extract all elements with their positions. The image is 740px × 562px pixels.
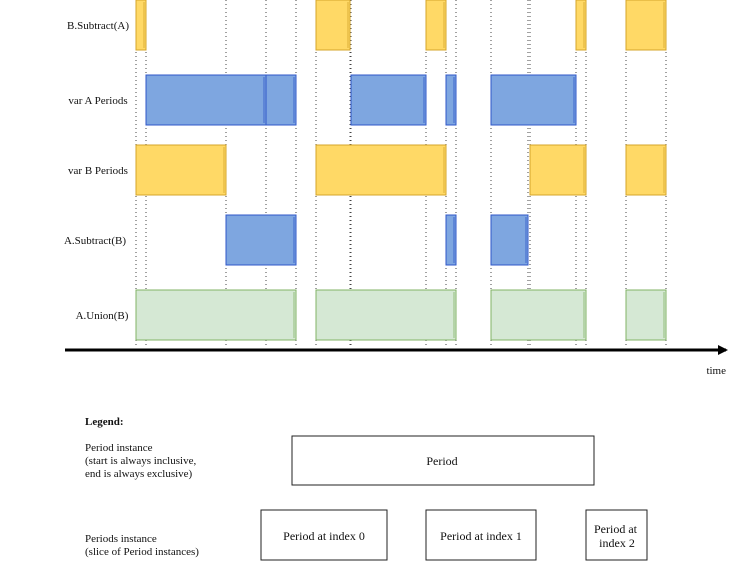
period-bar bbox=[625, 289, 667, 341]
periods-legend-box-2-label: Period at index 2 bbox=[594, 522, 640, 550]
period-bar bbox=[135, 144, 227, 196]
period-bar bbox=[315, 144, 447, 196]
period-legend-box-label: Period bbox=[426, 454, 457, 468]
legend: Legend: Period instance (start is always… bbox=[85, 416, 648, 561]
periods-legend-box-1-label: Period at index 1 bbox=[440, 529, 522, 543]
periods-legend-box-1 bbox=[425, 509, 537, 561]
period-bar bbox=[529, 144, 587, 196]
row-0: B.Subtract(A) bbox=[67, 0, 667, 51]
row-label: var B Periods bbox=[68, 165, 128, 177]
row-2: var B Periods bbox=[68, 144, 667, 196]
period-bar bbox=[225, 214, 297, 266]
period-bar bbox=[350, 74, 427, 126]
row-label: var A Periods bbox=[68, 95, 127, 107]
row-1: var A Periods bbox=[68, 74, 577, 126]
periods-desc-line-1: Periods instance bbox=[85, 533, 157, 545]
period-bar bbox=[490, 289, 587, 341]
period-bar bbox=[445, 214, 457, 266]
periods-legend-box-2 bbox=[585, 509, 648, 561]
row-label: A.Union(B) bbox=[76, 310, 129, 322]
periods-legend-box-2-label-line-1: Period at bbox=[594, 522, 638, 536]
row-4: A.Union(B) bbox=[76, 289, 667, 341]
period-bar bbox=[135, 0, 147, 51]
period-desc-line-3: end is always exclusive) bbox=[85, 468, 193, 480]
period-desc-line-1: Period instance bbox=[85, 442, 153, 454]
row-3: A.Subtract(B) bbox=[64, 214, 529, 266]
period-bar bbox=[490, 74, 577, 126]
row-label: B.Subtract(A) bbox=[67, 20, 129, 32]
period-legend-box bbox=[291, 435, 595, 486]
period-bar bbox=[445, 74, 457, 126]
row-label: A.Subtract(B) bbox=[64, 235, 126, 247]
periods-legend-box-0-label: Period at index 0 bbox=[283, 529, 365, 543]
period-bar bbox=[625, 144, 667, 196]
period-bar bbox=[425, 0, 447, 51]
period-bar bbox=[315, 289, 457, 341]
period-bar bbox=[145, 74, 267, 126]
periods-desc-line-2: (slice of Period instances) bbox=[85, 546, 199, 558]
period-bar bbox=[135, 289, 297, 341]
period-bar bbox=[575, 0, 587, 51]
period-rows: B.Subtract(A) var A Periods var B Periods A… bbox=[64, 0, 667, 341]
time-axis-label: time bbox=[706, 365, 726, 377]
period-bar bbox=[625, 0, 667, 51]
legend-title: Legend: bbox=[85, 416, 124, 428]
period-bar bbox=[315, 0, 351, 51]
period-bar bbox=[490, 214, 529, 266]
periods-legend-box-2-label-line-2: index 2 bbox=[599, 536, 635, 550]
period-desc-line-2: (start is always inclusive, bbox=[85, 455, 196, 467]
period-bar bbox=[265, 74, 297, 126]
periods-legend-box-0 bbox=[260, 509, 388, 561]
